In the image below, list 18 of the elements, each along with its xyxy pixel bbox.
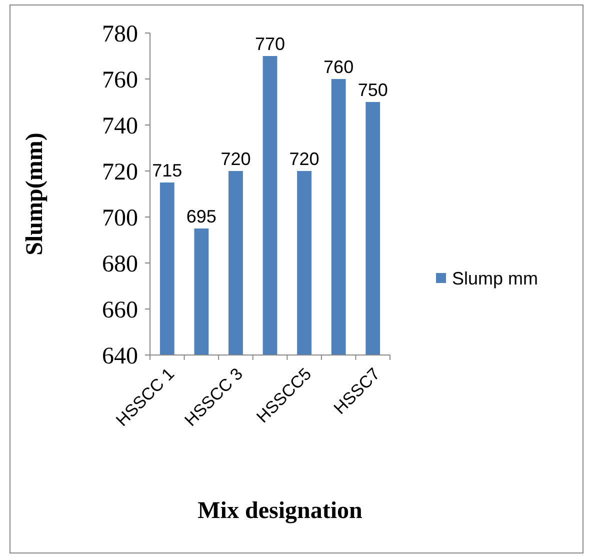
legend-label: Slump mm: [452, 268, 538, 288]
data-label: 695: [186, 206, 216, 226]
x-axis-title: Mix designation: [198, 498, 362, 524]
data-label: 720: [289, 149, 320, 169]
y-tick-label: 720: [102, 159, 138, 186]
y-tick-label: 680: [102, 251, 138, 278]
y-axis-title: Slump(mm): [22, 132, 48, 256]
data-label: 760: [324, 57, 354, 77]
y-tick-label: 760: [102, 67, 138, 94]
y-tick-label: 660: [102, 297, 138, 324]
y-tick-label: 700: [102, 205, 138, 232]
y-tick-label: 780: [102, 21, 138, 48]
data-label: 770: [254, 34, 286, 54]
data-label: 720: [220, 149, 251, 169]
y-tick-label: 640: [102, 343, 138, 370]
y-tick-label: 740: [102, 113, 138, 140]
data-label: 715: [152, 160, 182, 180]
data-label: 750: [358, 80, 388, 100]
